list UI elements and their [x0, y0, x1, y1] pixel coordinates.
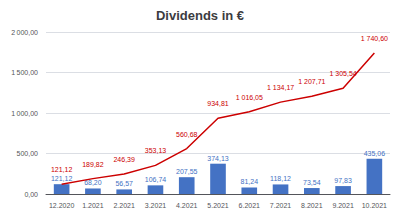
svg-text:68,20: 68,20	[84, 179, 102, 186]
svg-text:9.2021: 9.2021	[332, 202, 354, 209]
svg-text:7.2021: 7.2021	[270, 202, 292, 209]
svg-text:97,83: 97,83	[334, 177, 352, 184]
svg-text:4.2021: 4.2021	[176, 202, 198, 209]
svg-text:374,13: 374,13	[207, 155, 229, 162]
svg-text:1 000,00: 1 000,00	[11, 110, 38, 117]
svg-text:934,81: 934,81	[207, 100, 229, 107]
svg-text:1 305,54: 1 305,54	[329, 70, 356, 77]
svg-text:12.2020: 12.2020	[49, 202, 74, 209]
svg-text:500,00: 500,00	[17, 150, 39, 157]
svg-text:81,24: 81,24	[241, 178, 259, 185]
svg-text:560,68: 560,68	[176, 131, 198, 138]
svg-text:1 207,71: 1 207,71	[298, 78, 325, 85]
svg-text:5.2021: 5.2021	[207, 202, 229, 209]
svg-text:56,57: 56,57	[115, 180, 133, 187]
svg-text:1 500,00: 1 500,00	[11, 69, 38, 76]
svg-text:1.2021: 1.2021	[82, 202, 104, 209]
svg-text:118,12: 118,12	[270, 175, 291, 182]
svg-text:246,39: 246,39	[113, 156, 135, 163]
svg-text:189,82: 189,82	[82, 161, 104, 168]
svg-text:2.2021: 2.2021	[113, 202, 135, 209]
svg-text:121,12: 121,12	[51, 175, 73, 182]
svg-text:73,54: 73,54	[303, 179, 321, 186]
svg-text:207,55: 207,55	[176, 168, 198, 175]
svg-text:Dividends in €: Dividends in €	[156, 8, 244, 23]
svg-text:8.2021: 8.2021	[301, 202, 323, 209]
svg-text:2 000,00: 2 000,00	[11, 29, 38, 36]
svg-text:353,13: 353,13	[145, 147, 167, 154]
svg-text:0,00: 0,00	[24, 191, 38, 198]
svg-text:1 740,60: 1 740,60	[361, 35, 388, 42]
svg-text:1 016,05: 1 016,05	[236, 94, 263, 101]
svg-text:435,06: 435,06	[364, 150, 386, 157]
svg-text:6.2021: 6.2021	[239, 202, 261, 209]
svg-text:106,74: 106,74	[145, 176, 167, 183]
svg-text:121,12: 121,12	[51, 166, 73, 173]
svg-text:1 134,17: 1 134,17	[267, 84, 294, 91]
svg-text:3.2021: 3.2021	[145, 202, 167, 209]
svg-text:10.2021: 10.2021	[362, 202, 387, 209]
